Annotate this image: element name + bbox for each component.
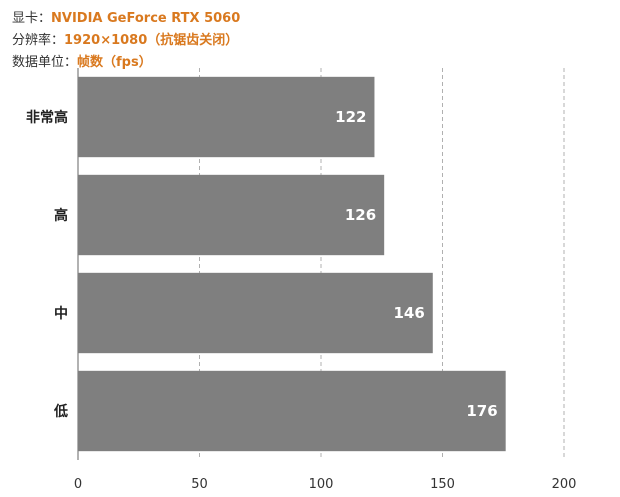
gpu-line: 显卡：NVIDIA GeForce RTX 5060 xyxy=(12,8,240,30)
resolution-key: 分辨率： xyxy=(12,33,65,48)
resolution-value: 1920×1080（抗锯齿关闭） xyxy=(64,33,239,48)
category-label: 低 xyxy=(53,403,68,420)
bar xyxy=(78,76,375,158)
bar xyxy=(78,370,506,452)
x-tick-label: 150 xyxy=(430,477,455,492)
category-label: 高 xyxy=(54,207,68,224)
category-label: 中 xyxy=(54,305,68,322)
gpu-key: 显卡： xyxy=(12,11,52,26)
bar-value-label: 126 xyxy=(345,206,376,224)
gpu-value: NVIDIA GeForce RTX 5060 xyxy=(51,11,241,26)
x-tick-label: 0 xyxy=(74,477,82,492)
bar-value-label: 122 xyxy=(335,108,366,126)
bar-value-label: 146 xyxy=(393,304,424,322)
x-tick-label: 50 xyxy=(191,477,208,492)
unit-value: 帧数（fps） xyxy=(77,55,152,70)
unit-key: 数据单位： xyxy=(12,55,78,70)
category-label: 非常高 xyxy=(26,109,68,126)
chart-info: 显卡：NVIDIA GeForce RTX 5060 分辨率：1920×1080… xyxy=(12,8,240,74)
resolution-line: 分辨率：1920×1080（抗锯齿关闭） xyxy=(12,30,240,52)
x-tick-label: 100 xyxy=(309,477,334,492)
bar xyxy=(78,272,433,354)
unit-line: 数据单位：帧数（fps） xyxy=(12,52,240,74)
bar xyxy=(78,174,385,256)
bar-value-label: 176 xyxy=(466,402,497,420)
x-tick-label: 200 xyxy=(552,477,577,492)
